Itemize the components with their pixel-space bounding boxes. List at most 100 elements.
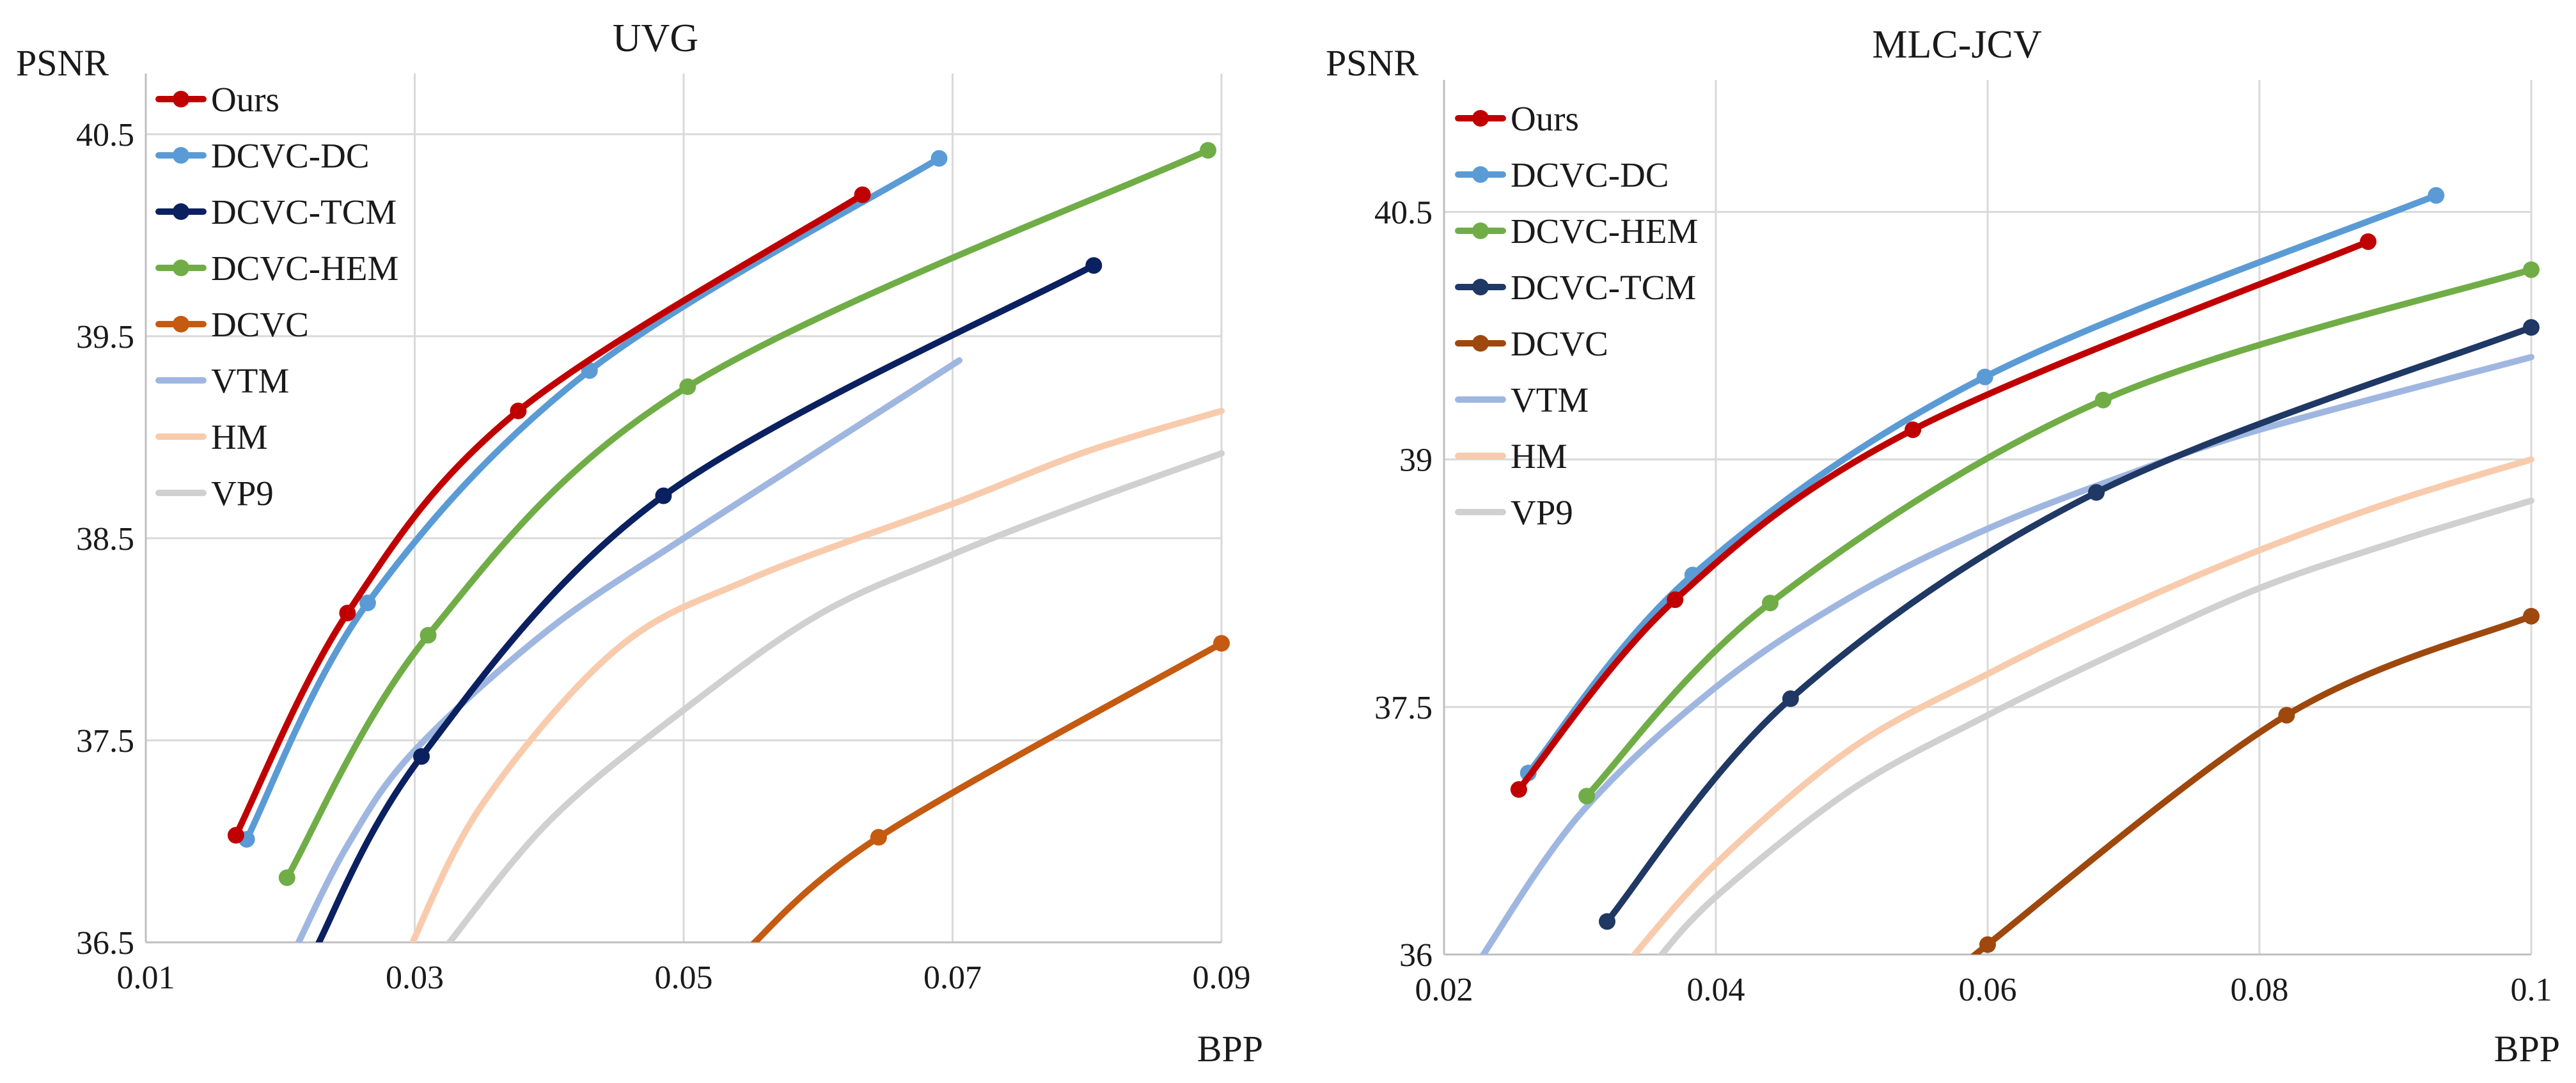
legend-label: VTM (211, 361, 289, 400)
data-point-dcvc-tcm (1782, 690, 1799, 707)
data-point-ours (1905, 421, 1922, 439)
x-tick-label: 0.05 (655, 960, 713, 996)
legend-marker (1472, 335, 1489, 352)
x-tick-label: 0.04 (1687, 972, 1745, 1008)
series-line-ours (232, 191, 866, 839)
series-dcvc-tcm (1599, 319, 2540, 930)
legend-item-ours: Ours (1455, 99, 1579, 138)
series-line-dcvc-hem (283, 147, 1211, 881)
series-ours (1510, 233, 2376, 798)
data-point-dcvc-hem (278, 869, 295, 886)
data-point-dcvc-hem (1578, 788, 1596, 805)
series-line-vtm (1479, 354, 2534, 954)
series-line-dcvc (1970, 612, 2534, 954)
legend-marker (173, 203, 189, 220)
legend-label: DCVC-TCM (211, 192, 397, 231)
data-point-ours (1667, 591, 1684, 609)
legend-item-ours: Ours (155, 80, 279, 119)
data-point-dcvc-hem (1199, 142, 1216, 159)
series-line-dcvc-dc (243, 155, 943, 843)
data-point-dcvc-dc (359, 595, 376, 612)
legend-item-dcvc-dc: DCVC-DC (1455, 155, 1669, 194)
series-line-dcvc-hem (1583, 266, 2534, 800)
x-axis-label: BPP (2494, 1028, 2560, 1070)
tick-labels: 0.01 0.03 0.05 0.07 0.09 36.5 37.5 38.5 39.5 40.5 (76, 117, 1251, 996)
data-point-dcvc-tcm (655, 487, 672, 504)
legend-marker (173, 316, 189, 332)
legend-label: DCVC-TCM (1511, 268, 1696, 307)
mlc-jcv-chart-panel: MLC-JCV PSNR BPP 0.02 0.04 0.06 0.08 0.1 36 37… (1326, 23, 2560, 1070)
y-tick-label: 36 (1399, 937, 1433, 974)
y-axis-label: PSNR (1326, 42, 1418, 84)
legend-item-dcvc-tcm: DCVC-TCM (1455, 268, 1696, 307)
data-point-dcvc (1213, 635, 1230, 652)
series-vp9 (1657, 497, 2534, 954)
legend-label: Ours (1511, 99, 1579, 138)
data-point-dcvc-dc (1976, 368, 1993, 386)
legend-item-dcvc: DCVC (155, 305, 309, 344)
data-point-dcvc-tcm (2088, 484, 2105, 501)
legend-item-vtm: VTM (155, 361, 289, 400)
axes (145, 74, 1221, 944)
series-dcvc-hem (278, 142, 1216, 886)
series-line-dcvc-tcm (1604, 324, 2534, 925)
series-ours (227, 186, 871, 844)
legend-marker (1472, 279, 1489, 295)
legend-item-dcvc-dc: DCVC-DC (155, 136, 370, 175)
series-line-vtm (295, 357, 962, 942)
chart-title: UVG (613, 17, 698, 60)
legend-label: VP9 (1511, 493, 1573, 532)
legend-item-dcvc: DCVC (1455, 324, 1608, 363)
y-axis-label: PSNR (16, 42, 109, 84)
data-point-dcvc-hem (420, 627, 437, 644)
data-point-dcvc-hem (2523, 261, 2540, 278)
x-tick-label: 0.09 (1193, 960, 1251, 996)
legend-label: VP9 (211, 474, 274, 513)
data-point-ours (854, 186, 871, 203)
legend-item-hm: HM (1455, 437, 1567, 476)
legend-label: HM (1511, 437, 1567, 476)
series-dcvc (1970, 607, 2540, 954)
x-tick-label: 0.01 (117, 960, 175, 996)
series-dcvc-dc (238, 150, 948, 848)
data-series (1479, 187, 2540, 954)
series-line-dcvc-dc (1525, 192, 2440, 777)
y-tick-label: 36.5 (76, 925, 134, 962)
legend-marker (1472, 166, 1489, 183)
series-dcvc-tcm (315, 257, 1103, 942)
series-line-dcvc (750, 640, 1225, 942)
legend-label: Ours (211, 80, 279, 119)
data-point-dcvc-hem (679, 378, 696, 395)
x-axis-label: BPP (1197, 1028, 1263, 1070)
legend: Ours DCVC-DC DCVC-TCM DCVC-HEM DCVC VTM HM VP9 (155, 80, 398, 513)
legend-label: VTM (1511, 380, 1589, 419)
data-point-dcvc-dc (931, 150, 948, 167)
series-hm (1630, 456, 2534, 954)
legend: Ours DCVC-DC DCVC-HEM DCVC-TCM DCVC VTM HM VP9 (1455, 99, 1698, 532)
series-line-ours (1515, 238, 2371, 793)
data-series (227, 142, 1230, 942)
data-point-dcvc-dc (2428, 187, 2445, 204)
series-dcvc (750, 635, 1230, 942)
y-tick-label: 39.5 (76, 319, 134, 355)
x-tick-label: 0.1 (2511, 972, 2552, 1008)
y-tick-label: 38.5 (76, 521, 134, 557)
data-point-dcvc (2278, 706, 2295, 724)
legend-label: DCVC-HEM (211, 249, 398, 288)
series-vtm (1479, 354, 2534, 954)
x-tick-label: 0.07 (923, 960, 982, 996)
tick-labels: 0.02 0.04 0.06 0.08 0.1 36 37.5 39 40.5 (1374, 194, 2552, 1008)
legend-marker (1472, 110, 1489, 127)
legend-item-vp9: VP9 (155, 474, 274, 513)
legend-item-dcvc-hem: DCVC-HEM (155, 249, 398, 288)
data-point-dcvc (870, 829, 887, 846)
data-point-dcvc (1979, 936, 1996, 953)
legend-item-vp9: VP9 (1455, 493, 1573, 532)
data-point-dcvc-tcm (413, 748, 430, 765)
legend-label: DCVC-HEM (1511, 212, 1698, 251)
x-tick-label: 0.02 (1415, 972, 1473, 1008)
data-point-ours (2360, 233, 2376, 250)
legend-label: DCVC-DC (211, 136, 370, 175)
